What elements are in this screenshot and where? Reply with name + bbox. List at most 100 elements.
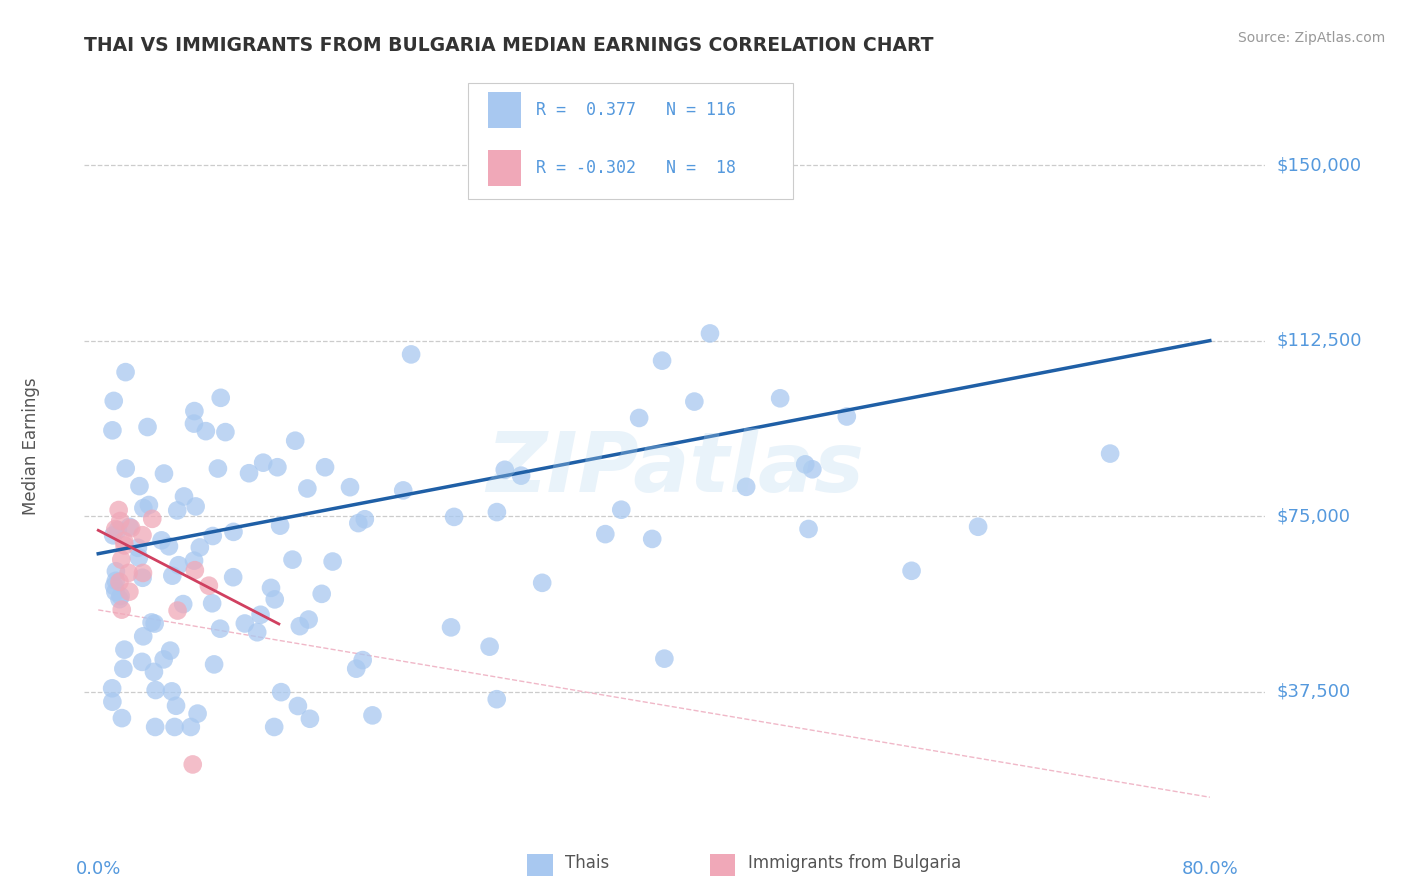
Point bbox=[108, 574, 131, 589]
Point bbox=[209, 622, 232, 636]
Point bbox=[127, 541, 149, 555]
Point bbox=[181, 757, 204, 772]
Point bbox=[167, 558, 190, 573]
Text: 0.0%: 0.0% bbox=[76, 860, 121, 878]
Point bbox=[797, 522, 820, 536]
Text: R =  0.377   N = 116: R = 0.377 N = 116 bbox=[536, 101, 735, 119]
Point bbox=[184, 500, 207, 514]
Text: Thais: Thais bbox=[565, 855, 609, 872]
Point bbox=[103, 393, 125, 408]
FancyBboxPatch shape bbox=[488, 150, 522, 186]
Point bbox=[801, 462, 824, 476]
Point bbox=[110, 589, 132, 603]
Point bbox=[683, 394, 706, 409]
Text: $112,500: $112,500 bbox=[1277, 332, 1362, 350]
Point bbox=[103, 579, 125, 593]
Point bbox=[108, 592, 131, 607]
Point bbox=[263, 720, 285, 734]
Point bbox=[641, 532, 664, 546]
Point bbox=[347, 516, 370, 530]
Point bbox=[485, 505, 508, 519]
Point bbox=[114, 538, 136, 552]
Text: $150,000: $150,000 bbox=[1277, 156, 1361, 174]
Point bbox=[201, 596, 224, 610]
Point bbox=[284, 434, 307, 448]
Point bbox=[153, 467, 176, 481]
Text: Source: ZipAtlas.com: Source: ZipAtlas.com bbox=[1237, 31, 1385, 45]
Point bbox=[238, 467, 260, 481]
Point bbox=[111, 602, 134, 616]
Point bbox=[311, 587, 333, 601]
Point bbox=[198, 579, 221, 593]
Point bbox=[160, 684, 183, 698]
Point bbox=[136, 420, 159, 434]
Text: R = -0.302   N =  18: R = -0.302 N = 18 bbox=[536, 159, 735, 177]
Point bbox=[443, 509, 465, 524]
Point bbox=[699, 326, 721, 341]
Point bbox=[735, 480, 758, 494]
Point bbox=[281, 552, 304, 566]
Point bbox=[835, 409, 858, 424]
Point bbox=[141, 615, 163, 630]
Point bbox=[131, 528, 153, 542]
Point bbox=[101, 423, 124, 437]
Point bbox=[339, 480, 361, 494]
Point bbox=[260, 581, 283, 595]
Point bbox=[104, 584, 127, 599]
Point bbox=[101, 695, 124, 709]
Point bbox=[252, 456, 274, 470]
Point bbox=[610, 502, 633, 516]
Point bbox=[165, 698, 187, 713]
Point bbox=[485, 692, 508, 706]
Point bbox=[101, 681, 124, 696]
Point bbox=[104, 574, 127, 588]
Point bbox=[900, 564, 922, 578]
Point bbox=[202, 657, 225, 672]
Point bbox=[110, 552, 132, 566]
Point bbox=[145, 683, 167, 698]
Point bbox=[478, 640, 501, 654]
Point bbox=[440, 620, 463, 634]
Point bbox=[595, 527, 617, 541]
Point bbox=[132, 566, 155, 580]
Point bbox=[188, 541, 211, 555]
Point bbox=[794, 458, 817, 472]
Point bbox=[141, 512, 163, 526]
Point bbox=[143, 720, 166, 734]
Point bbox=[128, 550, 150, 565]
Point bbox=[152, 652, 174, 666]
Point bbox=[298, 613, 321, 627]
Point bbox=[392, 483, 415, 498]
Point bbox=[222, 570, 245, 584]
Point bbox=[159, 643, 181, 657]
Point bbox=[270, 685, 292, 699]
Point bbox=[246, 625, 269, 640]
Point bbox=[173, 490, 195, 504]
Text: ZIPatlas: ZIPatlas bbox=[486, 428, 863, 509]
Point bbox=[166, 503, 188, 517]
FancyBboxPatch shape bbox=[468, 83, 793, 199]
Point bbox=[114, 461, 136, 475]
Point bbox=[131, 571, 153, 585]
Point bbox=[162, 568, 184, 582]
Point bbox=[209, 391, 232, 405]
Text: THAI VS IMMIGRANTS FROM BULGARIA MEDIAN EARNINGS CORRELATION CHART: THAI VS IMMIGRANTS FROM BULGARIA MEDIAN … bbox=[84, 36, 934, 54]
Point bbox=[184, 563, 207, 577]
Point bbox=[194, 424, 217, 438]
Point bbox=[112, 642, 135, 657]
Point bbox=[103, 528, 125, 542]
Point bbox=[628, 411, 651, 425]
Point bbox=[651, 353, 673, 368]
Point bbox=[233, 616, 256, 631]
Text: $37,500: $37,500 bbox=[1277, 683, 1351, 701]
Text: Median Earnings: Median Earnings bbox=[22, 377, 41, 515]
Point bbox=[112, 534, 135, 549]
Point bbox=[353, 512, 375, 526]
Point bbox=[344, 662, 367, 676]
Point bbox=[187, 706, 209, 721]
Point bbox=[110, 514, 132, 528]
Point bbox=[112, 662, 135, 676]
Point bbox=[510, 468, 533, 483]
Point bbox=[287, 698, 309, 713]
Point bbox=[249, 607, 271, 622]
